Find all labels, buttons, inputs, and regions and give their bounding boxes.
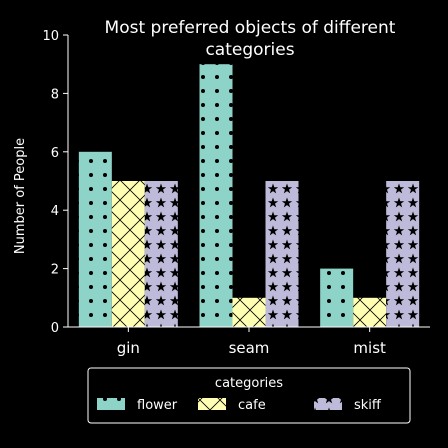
chart-title-line-1: Most preferred objects of different [105,18,396,38]
y-tick-label: 6 [51,146,59,161]
chart-title-line-2: categories [205,40,294,60]
bar-cafe-mist [353,297,387,327]
legend-title: categories [215,376,283,391]
bar-flower-seam [199,64,233,327]
legend-items: flower cafe skiff [97,398,382,413]
legend-swatch-skiff [314,398,342,410]
y-tick-label: 2 [51,263,59,278]
bar-skiff-mist [386,181,420,327]
bar-cafe-gin [111,181,145,327]
legend-swatch-cafe [198,398,226,410]
x-tick-label: seam [229,339,270,357]
legend-swatch-flower [97,398,125,410]
legend-label-flower: flower [137,398,178,413]
x-tick-label: gin [117,339,140,357]
y-tick-label: 4 [51,204,59,219]
legend: categories flower cafe skiff [87,367,411,424]
x-axis-ticks: gin seam mist [117,327,386,357]
x-tick-label: mist [353,339,386,357]
bar-skiff-seam [265,181,299,327]
legend-label-cafe: cafe [238,398,266,413]
y-tick-label: 8 [51,87,59,102]
legend-label-skiff: skiff [354,398,382,413]
y-axis-ticks: 0 2 4 6 8 10 [42,29,68,336]
bar-flower-mist [320,268,354,327]
y-tick-label: 0 [51,321,59,336]
bar-cafe-seam [232,297,266,327]
y-axis-label: Number of People [13,138,28,254]
bar-flower-gin [78,151,112,327]
bars [78,64,420,327]
bar-skiff-gin [144,181,178,327]
y-tick-label: 10 [42,29,59,44]
